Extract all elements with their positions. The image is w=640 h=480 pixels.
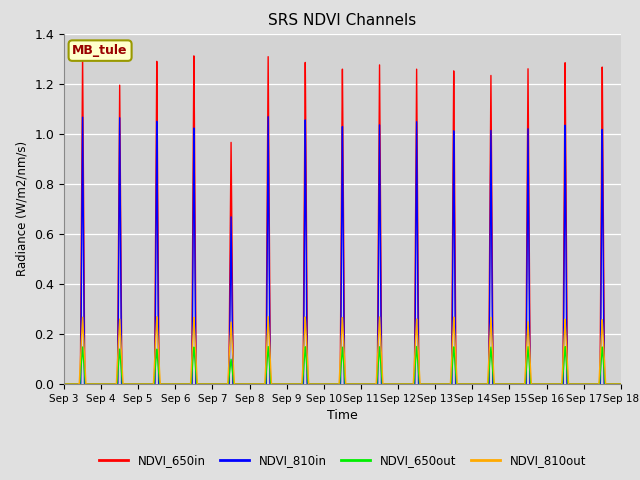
Text: MB_tule: MB_tule xyxy=(72,44,128,57)
Title: SRS NDVI Channels: SRS NDVI Channels xyxy=(268,13,417,28)
Legend: NDVI_650in, NDVI_810in, NDVI_650out, NDVI_810out: NDVI_650in, NDVI_810in, NDVI_650out, NDV… xyxy=(94,449,591,472)
X-axis label: Time: Time xyxy=(327,409,358,422)
Y-axis label: Radiance (W/m2/nm/s): Radiance (W/m2/nm/s) xyxy=(16,141,29,276)
